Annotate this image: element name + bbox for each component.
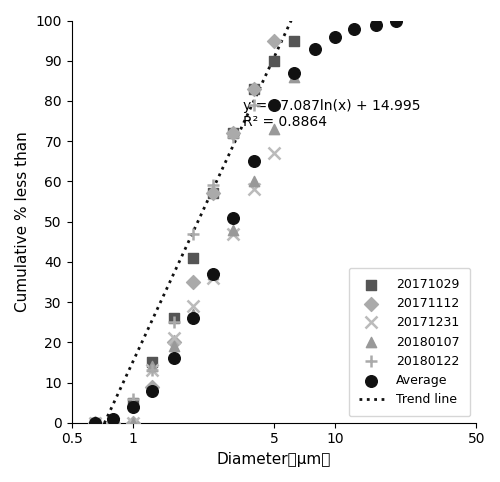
20171029: [190, 254, 198, 262]
20180107: [270, 125, 278, 133]
20171029: [109, 419, 117, 427]
20171231: [210, 275, 216, 281]
Average: [109, 415, 117, 423]
20180107: [250, 177, 258, 185]
20171112: [170, 338, 178, 346]
20180107: [209, 270, 217, 278]
Text: y = 47.087ln(x) + 14.995
R² = 0.8864: y = 47.087ln(x) + 14.995 R² = 0.8864: [242, 99, 420, 129]
20171029: [270, 57, 278, 65]
Average: [270, 101, 278, 109]
Average: [350, 25, 358, 32]
20171029: [209, 189, 217, 197]
20171029: [290, 37, 298, 44]
Average: [190, 314, 198, 322]
Average: [392, 17, 400, 25]
Average: [170, 354, 178, 362]
20171112: [90, 419, 98, 427]
20180107: [170, 342, 178, 350]
20171112: [209, 189, 217, 197]
20180122: [190, 231, 196, 237]
Trend line: [89, 447, 95, 453]
20171231: [92, 420, 98, 426]
20180122: [92, 420, 98, 426]
20180107: [148, 362, 156, 370]
Average: [90, 419, 98, 427]
Trend line: [297, 0, 303, 4]
20171231: [171, 335, 177, 341]
Trend line: [274, 49, 280, 54]
20171029: [90, 419, 98, 427]
20180122: [130, 396, 136, 402]
20171029: [250, 85, 258, 93]
20171029: [170, 314, 178, 322]
20171231: [271, 150, 277, 156]
Average: [331, 33, 339, 40]
Line: 20171231: 20171231: [89, 147, 280, 428]
20171112: [250, 85, 258, 93]
20171112: [230, 129, 237, 137]
20171231: [130, 420, 136, 426]
20171029: [230, 129, 237, 137]
Y-axis label: Cumulative % less than: Cumulative % less than: [15, 131, 30, 312]
20180107: [190, 310, 198, 318]
20171029: [128, 399, 136, 406]
Average: [128, 403, 136, 411]
20171231: [110, 420, 116, 426]
20171231: [252, 187, 258, 192]
20180122: [149, 368, 155, 374]
20171029: [148, 359, 156, 366]
20180122: [252, 102, 258, 108]
Average: [372, 21, 380, 28]
20171231: [190, 303, 196, 309]
20180107: [290, 73, 298, 80]
20180107: [128, 419, 136, 427]
20171231: [149, 368, 155, 374]
20180122: [230, 134, 236, 140]
20180107: [230, 226, 237, 233]
Average: [311, 45, 319, 53]
Average: [230, 214, 237, 221]
20171231: [230, 231, 236, 237]
Average: [290, 69, 298, 77]
Line: 20180122: 20180122: [89, 99, 260, 428]
Average: [250, 158, 258, 165]
20180107: [90, 419, 98, 427]
Average: [209, 270, 217, 278]
20171112: [148, 383, 156, 390]
Trend line: [272, 54, 278, 59]
Line: Trend line: Trend line: [92, 0, 476, 450]
20171112: [270, 37, 278, 44]
20180107: [109, 419, 117, 427]
Average: [148, 387, 156, 394]
Legend: 20171029, 20171112, 20171231, 20180107, 20180122, Average, Trend line: 20171029, 20171112, 20171231, 20180107, …: [349, 268, 470, 416]
X-axis label: Diameter（μm）: Diameter（μm）: [217, 452, 331, 467]
20171112: [109, 419, 117, 427]
20180122: [110, 416, 116, 422]
20180122: [210, 183, 216, 188]
20171112: [128, 419, 136, 427]
20171112: [190, 278, 198, 286]
20180122: [171, 319, 177, 325]
